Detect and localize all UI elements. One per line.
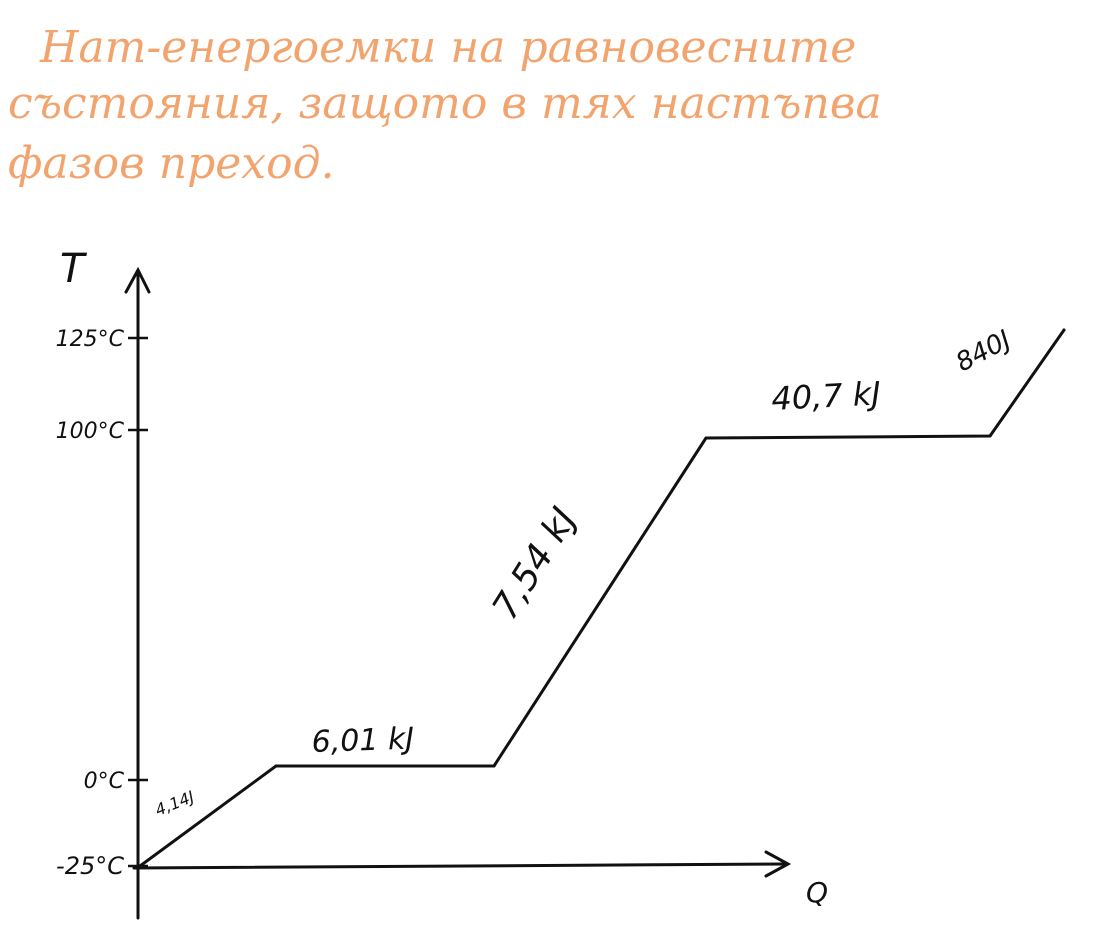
curve-point (138, 864, 142, 868)
y-tick-label: 0°C (84, 769, 125, 794)
curve-point (704, 436, 708, 440)
curve-point (492, 764, 496, 768)
heading-line-2: състояния, защото в тях настъпва (8, 78, 882, 129)
y-ticks: -25°C 0°C 100°C 125°C (56, 327, 148, 880)
curve-points (138, 328, 1066, 868)
segment-labels: 4,14J 6,01 kJ 7,54 kJ 40,7 kJ 840J (152, 325, 1015, 820)
y-tick-label: 100°C (56, 419, 125, 444)
y-tick-label: -25°C (56, 852, 124, 880)
segment-label: 40,7 kJ (770, 374, 881, 418)
y-axis-label: T (60, 246, 88, 292)
curve-point (1062, 328, 1066, 332)
y-axis-arrow (124, 266, 151, 294)
heading-line-1: Нат-енергоемки на равновесните (39, 22, 856, 73)
segment-label: 840J (951, 325, 1016, 378)
curve-point (988, 434, 992, 438)
x-axis-arrow (764, 850, 792, 878)
x-axis (132, 862, 788, 870)
axes (124, 266, 792, 920)
y-tick-label: 125°C (56, 327, 125, 352)
heading-line-3: фазов преход. (8, 138, 334, 189)
heating-curve (138, 328, 1066, 868)
x-axis-label: Q (806, 876, 828, 909)
segment-label: 4,14J (152, 787, 197, 820)
heading: Нат-енергоемки на равновесните състояния… (8, 22, 882, 189)
segment-label: 7,54 kJ (485, 501, 585, 627)
curve-point (274, 764, 278, 768)
segment-label: 6,01 kJ (311, 721, 415, 760)
